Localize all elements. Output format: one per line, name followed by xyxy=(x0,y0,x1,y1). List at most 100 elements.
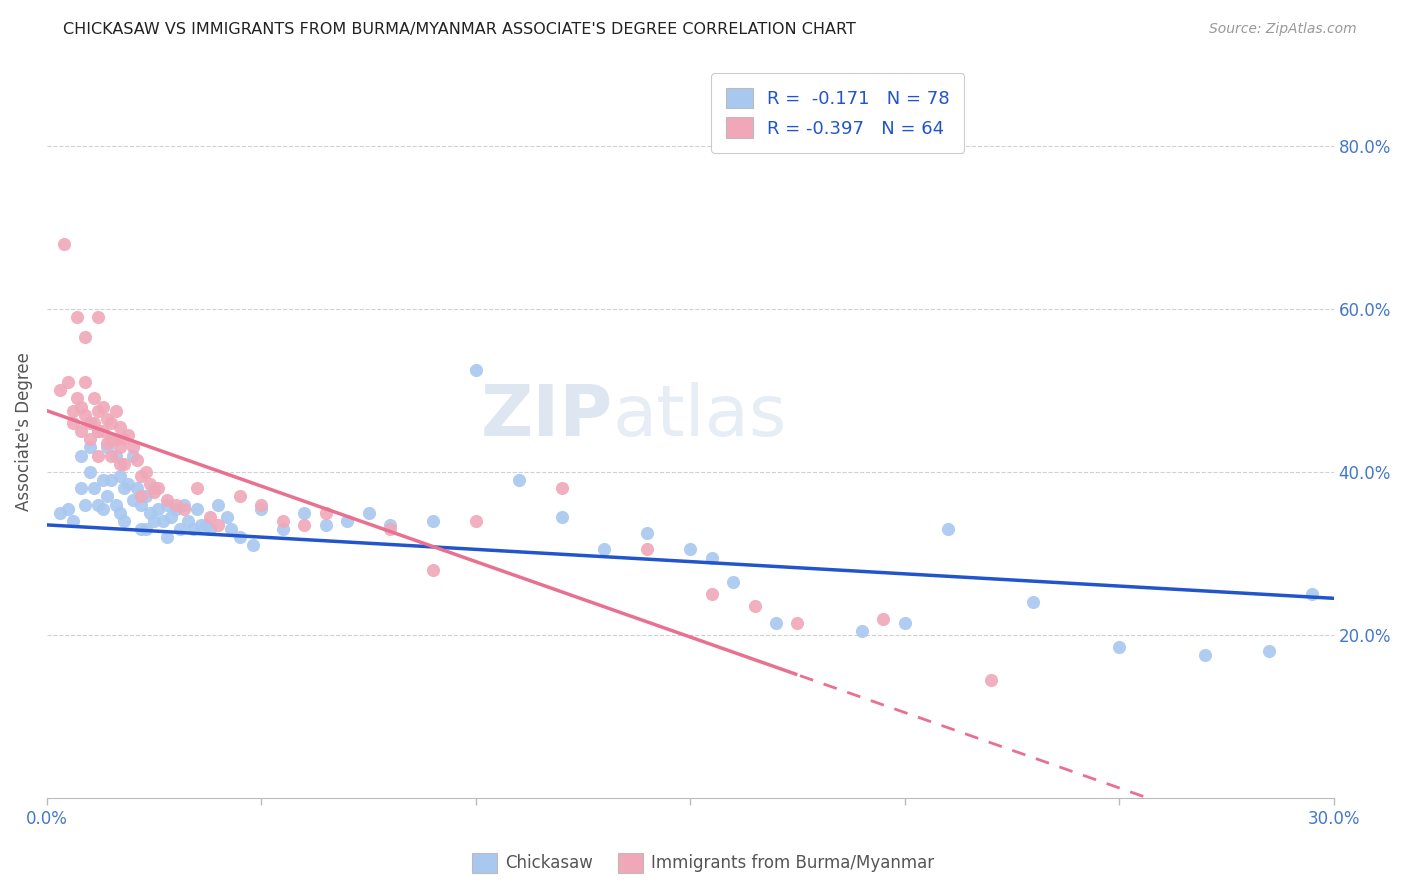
Point xyxy=(96,489,118,503)
Point xyxy=(104,432,127,446)
Point xyxy=(62,514,84,528)
Point xyxy=(1301,587,1323,601)
Point xyxy=(1108,640,1130,655)
Point xyxy=(104,498,127,512)
Point xyxy=(1194,648,1216,663)
Point xyxy=(58,501,80,516)
Point xyxy=(156,530,179,544)
Point xyxy=(70,400,93,414)
Point xyxy=(422,563,444,577)
Point xyxy=(75,408,97,422)
Point xyxy=(242,538,264,552)
Point xyxy=(139,477,162,491)
Point xyxy=(229,489,252,503)
Point xyxy=(1258,644,1281,658)
Point xyxy=(121,449,143,463)
Point xyxy=(108,441,131,455)
Point xyxy=(108,457,131,471)
Point xyxy=(721,574,744,589)
Point xyxy=(143,481,166,495)
Point xyxy=(422,514,444,528)
Point xyxy=(198,509,221,524)
Point xyxy=(221,522,243,536)
Point xyxy=(66,392,89,406)
Point xyxy=(75,498,97,512)
Point xyxy=(49,384,72,398)
Text: CHICKASAW VS IMMIGRANTS FROM BURMA/MYANMAR ASSOCIATE'S DEGREE CORRELATION CHART: CHICKASAW VS IMMIGRANTS FROM BURMA/MYANM… xyxy=(63,22,856,37)
Point xyxy=(125,481,148,495)
Point xyxy=(66,310,89,324)
Point xyxy=(87,310,110,324)
Point xyxy=(215,509,238,524)
Point xyxy=(87,424,110,438)
Point xyxy=(83,392,105,406)
Point xyxy=(250,498,273,512)
Point xyxy=(744,599,766,614)
Point xyxy=(786,615,808,630)
Point xyxy=(207,498,229,512)
Point xyxy=(186,481,208,495)
Point xyxy=(100,416,122,430)
Text: atlas: atlas xyxy=(613,382,787,451)
Point xyxy=(91,400,114,414)
Point xyxy=(96,441,118,455)
Point xyxy=(135,522,157,536)
Point xyxy=(194,517,217,532)
Point xyxy=(70,449,93,463)
Point xyxy=(1022,595,1045,609)
Point xyxy=(181,522,204,536)
Point xyxy=(87,498,110,512)
Point xyxy=(79,432,101,446)
Text: Source: ZipAtlas.com: Source: ZipAtlas.com xyxy=(1209,22,1357,37)
Point xyxy=(135,489,157,503)
Point xyxy=(464,363,486,377)
Point xyxy=(53,236,76,251)
Point xyxy=(108,506,131,520)
Point xyxy=(87,449,110,463)
Point xyxy=(207,517,229,532)
Point xyxy=(636,526,658,541)
Point xyxy=(165,498,187,512)
Point xyxy=(100,432,122,446)
Point xyxy=(100,473,122,487)
Point xyxy=(135,465,157,479)
Point xyxy=(91,424,114,438)
Point xyxy=(108,420,131,434)
Point xyxy=(70,424,93,438)
Point xyxy=(336,514,359,528)
Point xyxy=(87,424,110,438)
Point xyxy=(148,481,170,495)
Point xyxy=(112,457,135,471)
Point xyxy=(125,452,148,467)
Point xyxy=(58,375,80,389)
Point xyxy=(165,501,187,516)
Point xyxy=(190,517,212,532)
Point xyxy=(156,493,179,508)
Point xyxy=(112,481,135,495)
Point xyxy=(271,514,294,528)
Point xyxy=(121,441,143,455)
Point xyxy=(550,509,572,524)
Point xyxy=(250,501,273,516)
Point xyxy=(378,522,401,536)
Point xyxy=(700,550,723,565)
Point xyxy=(79,416,101,430)
Point xyxy=(117,428,139,442)
Point xyxy=(87,403,110,417)
Point xyxy=(156,498,179,512)
Point xyxy=(70,481,93,495)
Point xyxy=(173,498,195,512)
Point xyxy=(186,501,208,516)
Point xyxy=(129,522,152,536)
Point xyxy=(636,542,658,557)
Point xyxy=(152,514,174,528)
Point xyxy=(117,477,139,491)
Point xyxy=(79,441,101,455)
Point xyxy=(765,615,787,630)
Point xyxy=(593,542,616,557)
Point xyxy=(129,498,152,512)
Point xyxy=(83,481,105,495)
Point xyxy=(679,542,702,557)
Point xyxy=(49,506,72,520)
Point xyxy=(62,416,84,430)
